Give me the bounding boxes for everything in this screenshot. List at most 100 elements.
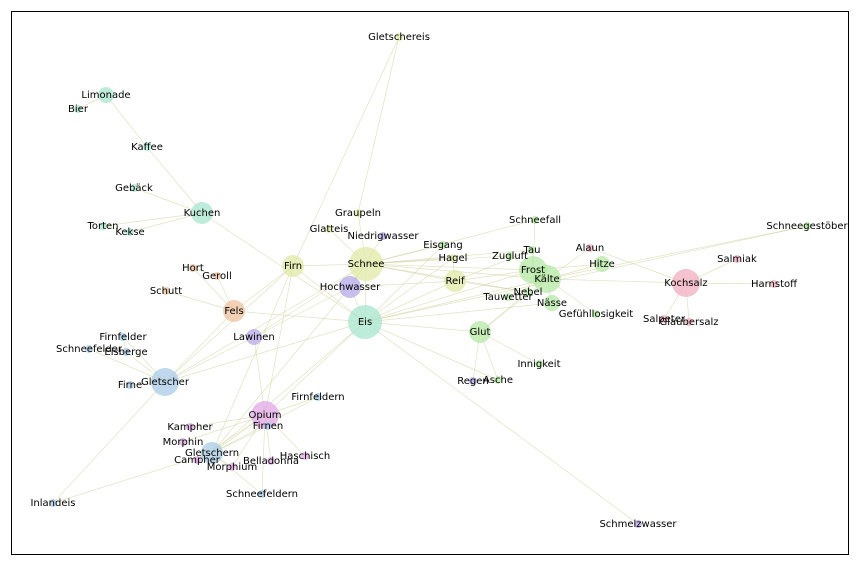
edge-eis-fels (233, 310, 366, 323)
node-morphin (179, 438, 187, 446)
node-opium (251, 401, 279, 429)
node-label-salmiak: Salmiak (717, 254, 757, 265)
edge-eis-gletscher (164, 321, 366, 383)
edge-kaelte-glut (479, 278, 548, 333)
edge-schnee-frost (365, 263, 534, 271)
node-label-lawinen: Lawinen (233, 332, 274, 343)
label-layer: Gletschereis Limonade Bier Kaffee Gebäck Kuch… (30, 32, 848, 530)
edge-kaelte-kochsalz (546, 278, 687, 284)
node-label-firn: Firn (284, 261, 302, 272)
edge-eis-hagel (364, 257, 454, 323)
node-firne (126, 381, 134, 389)
node-zugluft (506, 252, 514, 260)
node-gefuehllosigkeit (592, 310, 600, 318)
node-hitze (594, 256, 610, 272)
node-layer (49, 33, 811, 528)
node-kampher (186, 423, 194, 431)
node-eisberge (122, 348, 130, 356)
node-label-kochsalz: Kochsalz (664, 278, 707, 289)
node-label-naesse: Nässe (537, 298, 567, 309)
node-firnfeldern (314, 393, 322, 401)
node-hort (189, 264, 197, 272)
edge-glut-innigkeit (479, 331, 540, 365)
node-gletscher (151, 368, 179, 396)
node-regen (469, 377, 477, 385)
edge-eis-gletschern (211, 321, 366, 454)
node-eis (348, 305, 382, 339)
node-label-geroll: Geroll (202, 271, 231, 282)
node-label-schneefall: Schneefall (509, 215, 561, 226)
edge-firn-gletschern (211, 265, 294, 454)
edge-reif-nebel (454, 280, 529, 293)
node-haschisch (301, 452, 309, 460)
node-hagel (449, 254, 457, 262)
node-tau (528, 246, 536, 254)
node-label-bier: Bier (68, 104, 89, 115)
node-label-hort: Hort (182, 263, 204, 274)
node-firnen (264, 422, 272, 430)
edge-eis-schmelzwasser (364, 321, 639, 525)
node-label-tau: Tau (523, 245, 541, 256)
node-schnee (349, 247, 383, 281)
node-harnstoff (770, 280, 778, 288)
edge-gebaeck-kuchen (133, 187, 203, 214)
edge-kaffee-kuchen (146, 146, 203, 214)
node-glut (469, 321, 491, 343)
node-tauwetter (504, 293, 512, 301)
node-label-schnee: Schnee (348, 259, 385, 270)
node-label-schmelzwasser: Schmelzwasser (599, 519, 677, 530)
node-schutt (162, 287, 170, 295)
node-schneegestoeber (803, 222, 811, 230)
node-firn (282, 255, 304, 277)
edge-eis-opium (264, 321, 366, 416)
node-schneefall (531, 216, 539, 224)
node-label-zugluft: Zugluft (492, 251, 528, 262)
edge-eisgang-eis (364, 244, 444, 323)
node-schneefelder (85, 345, 93, 353)
node-label-innigkeit: Innigkeit (517, 359, 560, 370)
node-label-eisgang: Eisgang (423, 240, 462, 251)
edge-gletschern-hochwasser (211, 286, 351, 454)
node-label-salpeter: Salpeter (643, 314, 686, 325)
node-label-belladonna: Belladonna (243, 456, 299, 467)
node-schmelzwasser (634, 520, 642, 528)
edge-eis-naesse (364, 302, 553, 323)
node-label-eisberge: Eisberge (104, 347, 147, 358)
edge-firn-gletscher (164, 265, 294, 383)
edge-regen-asche (472, 379, 499, 382)
node-torten (99, 222, 107, 230)
node-kaelte (533, 265, 561, 293)
node-label-firnen: Firnen (253, 421, 284, 432)
edge-gletschereis-firn (292, 36, 400, 267)
node-gletschern (201, 442, 223, 464)
node-label-torten: Torten (86, 221, 118, 232)
node-inlandeis (49, 499, 57, 507)
node-label-harnstoff: Harnstoff (751, 279, 798, 290)
node-label-morphium: Morphium (207, 462, 257, 473)
edge-opium-morphin (182, 414, 266, 443)
node-label-inlandeis: Inlandeis (30, 498, 75, 509)
node-label-schneegestoeber: Schneegestöber (766, 221, 848, 232)
node-label-eis: Eis (358, 317, 372, 328)
node-firnfelder (119, 333, 127, 341)
node-label-fels: Fels (224, 306, 243, 317)
node-label-kekse: Kekse (115, 227, 144, 238)
node-label-gletscher: Gletscher (141, 377, 190, 388)
node-graupeln (354, 209, 362, 217)
node-label-gebaeck: Gebäck (115, 183, 153, 194)
node-limonade (98, 87, 114, 103)
node-morphium (228, 463, 236, 471)
node-label-frost: Frost (521, 265, 545, 276)
edge-eis-frost (364, 269, 534, 323)
node-geroll (213, 272, 221, 280)
edge-fels-schutt (165, 290, 235, 312)
edge-gletscher-inlandeis (52, 381, 166, 504)
node-label-gletschern: Gletschern (185, 448, 239, 459)
node-label-glut: Glut (470, 327, 491, 338)
node-bier (74, 105, 82, 113)
edge-schnee-schneefall (365, 219, 536, 265)
edge-eis-glut (364, 321, 481, 333)
edge-schnee-tau (365, 249, 533, 265)
node-hochwasser (339, 276, 361, 298)
